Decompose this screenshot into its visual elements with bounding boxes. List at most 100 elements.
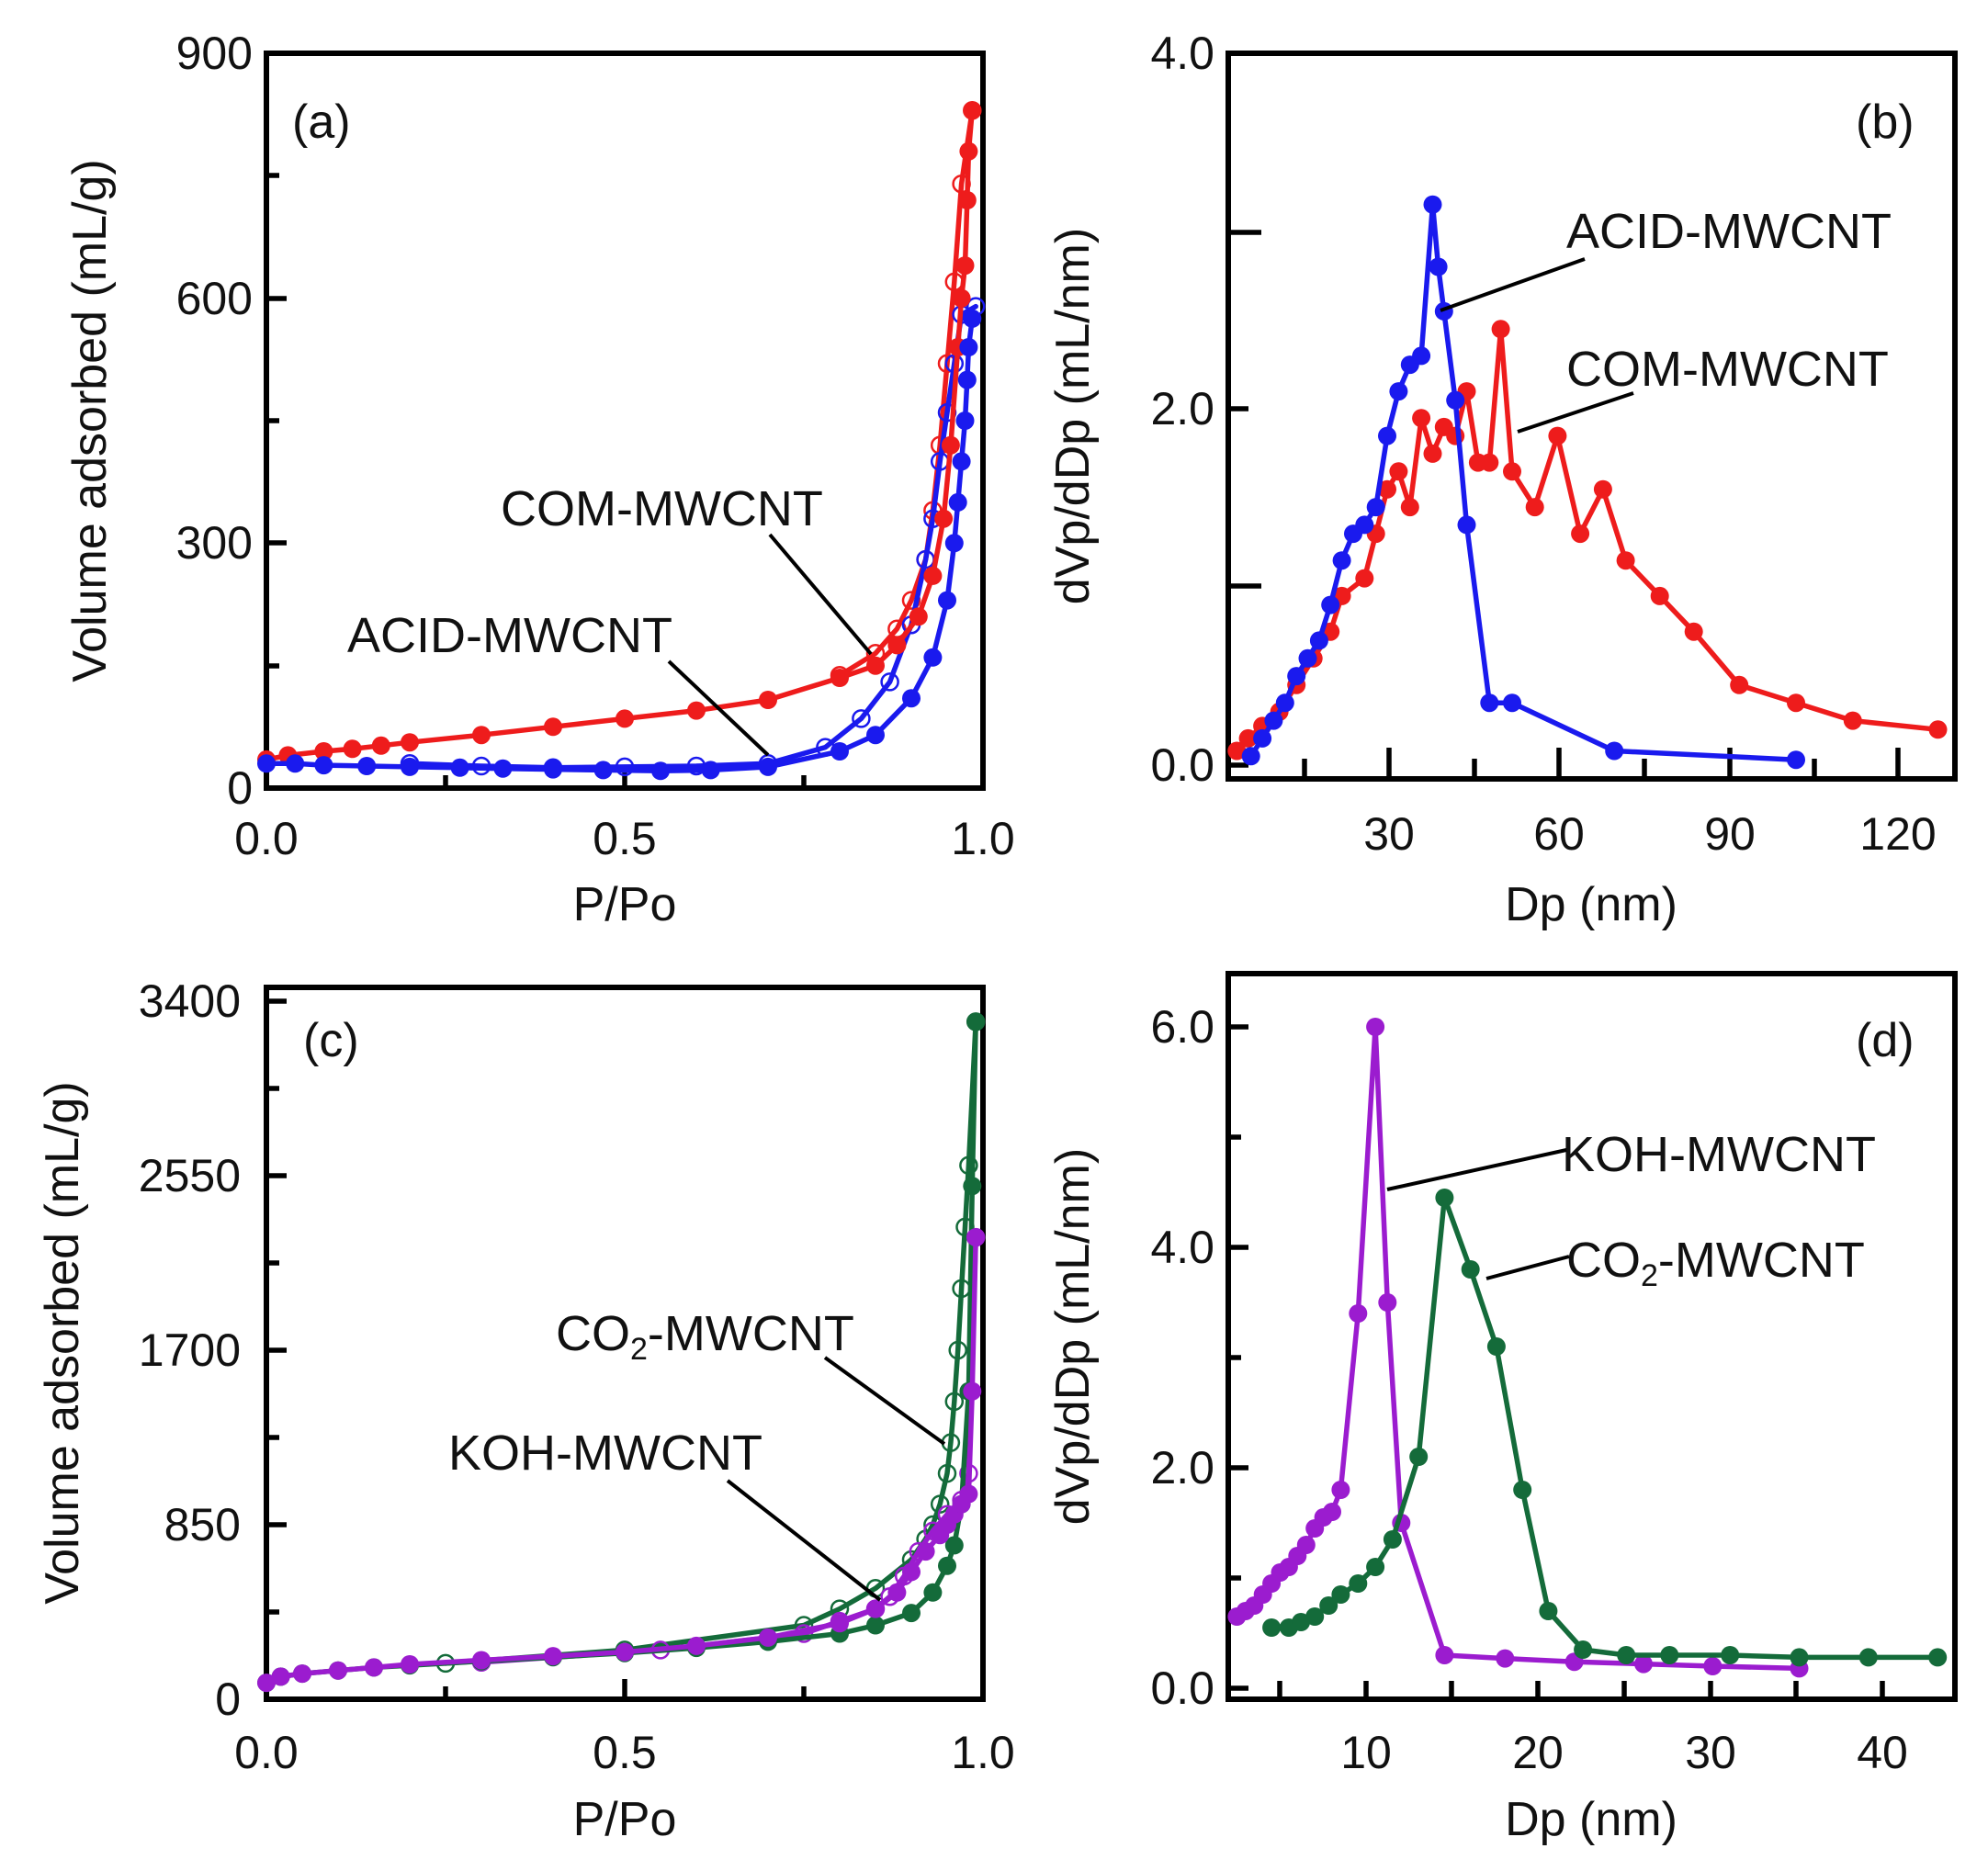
data-point-com-mwcnt-12 bbox=[866, 656, 885, 675]
panel-b-xtick-90: 90 bbox=[1704, 808, 1756, 860]
data-point-co2-mwcnt-0 bbox=[1262, 1618, 1282, 1637]
panel-c-co2-subscript: 2 bbox=[630, 1332, 648, 1367]
data-point-koh-mwcnt-8 bbox=[616, 1642, 634, 1662]
panel-b-xtick-60: 60 bbox=[1533, 808, 1585, 860]
data-point-koh-mwcnt-8 bbox=[1296, 1536, 1316, 1554]
data-point-acid-mwcnt-2 bbox=[1264, 711, 1283, 730]
data-point-acid-mwcnt-8 bbox=[1332, 551, 1351, 570]
data-point-com-mwcnt-27 bbox=[1650, 586, 1669, 605]
series-line-acid-mwcnt bbox=[1248, 201, 1799, 762]
data-point-acid-mwcnt-1 bbox=[286, 754, 305, 773]
panel-b-ytick-4.0: 4.0 bbox=[1150, 28, 1214, 79]
series-acid-mwcnt bbox=[1241, 195, 1805, 770]
data-point-koh-mwcnt-20 bbox=[1634, 1654, 1653, 1674]
panel-d-annotation-koh: KOH-MWCNT bbox=[1562, 1127, 1876, 1182]
panel-c-ylabel: Volume adsorbed (mL/g) bbox=[36, 1081, 89, 1604]
panel-a-xtick-1.0: 1.0 bbox=[951, 813, 1015, 864]
data-point-com-mwcnt-0 bbox=[1227, 741, 1247, 761]
panel-c-leader-co2 bbox=[823, 1356, 946, 1446]
data-point-co2-mwcnt-12 bbox=[866, 1616, 885, 1635]
data-point-co2-mwcnt-17 bbox=[1660, 1646, 1679, 1664]
panel-d-ylabel: dVp/dDp (mL/nm) bbox=[1046, 1148, 1100, 1525]
data-point-com-mwcnt-21 bbox=[957, 191, 977, 209]
panel-a-ticks bbox=[264, 51, 986, 791]
data-point-acid-mwcnt-14 bbox=[902, 689, 921, 708]
data-point-acid-mwcnt-4 bbox=[1287, 667, 1306, 686]
data-point-acid-mwcnt-19 bbox=[1446, 390, 1465, 410]
data-point-koh-mwcnt-5 bbox=[401, 1655, 419, 1674]
panel-a-ytick-300: 300 bbox=[176, 517, 253, 569]
data-point-co2-mwcnt-7 bbox=[1366, 1558, 1385, 1576]
data-point-com-mwcnt-11 bbox=[1389, 462, 1408, 481]
data-point-acid-mwcnt-24 bbox=[1787, 750, 1805, 770]
panel-d-plot bbox=[1227, 1018, 1948, 1678]
panel-b-annotation-acid: ACID-MWCNT bbox=[1566, 204, 1892, 259]
data-point-com-mwcnt-2 bbox=[314, 742, 333, 761]
data-point-com-mwcnt-28 bbox=[1684, 622, 1703, 641]
data-point-com-mwcnt-20 bbox=[955, 256, 975, 276]
data-point-co2-mwcnt-18 bbox=[1721, 1646, 1740, 1664]
data-point-acid-mwcnt-0 bbox=[1241, 747, 1260, 766]
data-point-acid-mwcnt-10 bbox=[701, 761, 720, 780]
data-point-com-mwcnt-24 bbox=[1571, 524, 1590, 544]
data-point-koh-mwcnt-2 bbox=[293, 1664, 311, 1684]
data-point-co2-mwcnt-8 bbox=[1383, 1530, 1402, 1549]
data-point-acid-mwcnt-1 bbox=[1253, 728, 1272, 748]
panel-a-frame bbox=[264, 51, 986, 791]
panel-a-ytick-0: 0 bbox=[227, 762, 253, 814]
data-point-com-mwcnt-7 bbox=[544, 717, 562, 737]
panel-b-xlabel: Dp (nm) bbox=[1505, 878, 1677, 931]
data-point-co2-mwcnt-desorption-1 bbox=[959, 1155, 978, 1176]
data-point-acid-mwcnt-12 bbox=[830, 742, 849, 761]
panel-c-xtick-0.0: 0.0 bbox=[234, 1727, 299, 1778]
data-point-acid-mwcnt-18 bbox=[948, 492, 967, 512]
data-point-acid-mwcnt-9 bbox=[651, 761, 670, 781]
data-point-com-mwcnt-30 bbox=[1787, 693, 1805, 713]
panel-d-annotation-co2: CO2-MWCNT bbox=[1566, 1233, 1865, 1293]
data-point-koh-mwcnt-0 bbox=[257, 1674, 276, 1693]
data-point-acid-mwcnt-6 bbox=[1309, 631, 1328, 650]
panel-d-ticks bbox=[1228, 1024, 1885, 1699]
data-point-acid-mwcnt-13 bbox=[866, 726, 885, 745]
data-point-koh-mwcnt-15 bbox=[916, 1542, 935, 1561]
panel-c-ytick-850: 850 bbox=[164, 1499, 241, 1550]
data-point-acid-mwcnt-22 bbox=[959, 338, 978, 356]
panel-a-letter: (a) bbox=[292, 96, 351, 149]
data-point-acid-mwcnt-21 bbox=[1480, 693, 1499, 713]
series-com-mwcnt bbox=[257, 101, 982, 769]
panel-a: 0 300 600 900 0.0 0.5 1.0 P/Po Volume ad… bbox=[63, 28, 1015, 931]
data-point-koh-mwcnt-14 bbox=[1366, 1018, 1385, 1036]
panel-b-letter: (b) bbox=[1856, 96, 1915, 149]
data-point-acid-mwcnt-21 bbox=[957, 370, 977, 389]
data-point-koh-mwcnt-10 bbox=[759, 1628, 777, 1647]
data-point-co2-mwcnt-6 bbox=[1349, 1574, 1368, 1593]
panel-a-plot bbox=[257, 100, 986, 781]
data-point-com-mwcnt-6 bbox=[472, 726, 491, 745]
data-point-com-mwcnt-10 bbox=[759, 691, 777, 709]
series-koh-mwcnt bbox=[1227, 1018, 1809, 1678]
data-point-com-mwcnt-15 bbox=[923, 566, 943, 585]
data-point-acid-mwcnt-11 bbox=[759, 757, 777, 776]
panel-c-plot bbox=[257, 1012, 986, 1693]
data-point-koh-mwcnt-20 bbox=[959, 1484, 978, 1504]
panel-c-annotation-koh: KOH-MWCNT bbox=[448, 1426, 762, 1481]
panel-d-leader-koh bbox=[1386, 1148, 1567, 1191]
data-point-com-mwcnt-26 bbox=[1616, 551, 1635, 570]
series-line-koh-mwcnt bbox=[1234, 1024, 1802, 1672]
data-point-acid-mwcnt-18 bbox=[1434, 301, 1453, 321]
data-point-com-mwcnt-10 bbox=[1378, 479, 1396, 499]
data-point-acid-mwcnt-15 bbox=[1412, 346, 1431, 366]
data-point-com-mwcnt-21 bbox=[1503, 462, 1521, 481]
panel-b-leader-com bbox=[1517, 391, 1634, 434]
panel-a-ylabel: Volume adsorbed (mL/g) bbox=[63, 159, 117, 682]
data-point-acid-mwcnt-desorption-8 bbox=[880, 672, 899, 692]
data-point-com-mwcnt-23 bbox=[963, 101, 982, 120]
data-point-com-mwcnt-23 bbox=[1548, 426, 1567, 445]
data-point-acid-mwcnt-8 bbox=[593, 761, 613, 780]
data-point-koh-mwcnt-6 bbox=[472, 1651, 491, 1670]
data-point-com-mwcnt-8 bbox=[1355, 569, 1374, 588]
panel-b-ylabel: dVp/dDp (mL/nm) bbox=[1046, 228, 1100, 604]
data-point-co2-mwcnt-19 bbox=[1790, 1648, 1809, 1667]
data-point-acid-mwcnt-20 bbox=[955, 411, 975, 430]
data-point-com-mwcnt-29 bbox=[1730, 675, 1749, 694]
